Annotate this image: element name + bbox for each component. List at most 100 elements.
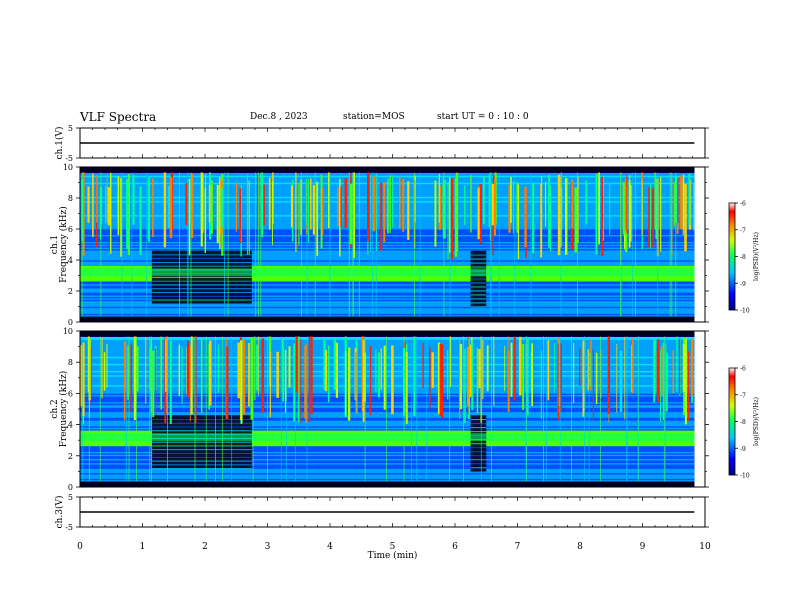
ch1-spectrogram-sferic-line: [531, 169, 532, 320]
ch1-spectrogram-sferic-line: [349, 169, 350, 320]
ch2-spectrogram-sferic: [685, 339, 687, 425]
ch2-spectrogram-sferic: [370, 346, 371, 415]
ch1-spectrogram-sferic: [541, 176, 542, 249]
ch1-spectrogram-sferic: [455, 178, 458, 257]
ch1-spectrogram-sferic: [470, 175, 471, 232]
ch2-spectrogram-y-tick-label: 0: [68, 483, 73, 492]
ch1-spectrogram-gap-line: [152, 292, 252, 293]
ch2-spectrogram-sferic-line: [449, 333, 450, 485]
ch2-spectrogram-sferic: [511, 343, 513, 397]
ch1-spectrogram-sferic: [133, 175, 135, 225]
ch1-spectrogram-sferic-line: [307, 169, 308, 320]
ch1-spectrogram-sferic: [532, 183, 534, 253]
ch2-spectrogram-sferic: [676, 335, 677, 392]
ch1-voltage-axis-label: ch.1(V): [54, 127, 65, 160]
ch2-spectrogram-y-tick-label: 10: [63, 327, 73, 336]
ch1-spectrogram-sferic: [217, 185, 219, 244]
ch1-spectrogram-sferic-line: [657, 169, 658, 320]
ch2-spectrogram-sferic: [226, 347, 228, 419]
ch1-spectrogram-sferic: [550, 186, 551, 251]
ch1-spectrogram-sferic: [660, 177, 661, 252]
ch1-spectrogram-top-cut: [80, 167, 694, 172]
ch1-spectrogram-sferic: [249, 181, 250, 255]
ch1-spectrogram-sferic: [263, 185, 265, 226]
ch1-spectrogram-sferic-line: [255, 169, 256, 320]
ch1-spectrogram-gap-line: [471, 263, 487, 264]
ch1-spectrogram-sferic-line: [359, 169, 360, 320]
x-tick-label: 10: [699, 542, 711, 552]
ch1-spectrogram-sferic-line: [620, 169, 621, 320]
ch1-spectrogram-sferic: [236, 183, 237, 232]
ch1-spectrogram-sferic: [219, 177, 221, 249]
x-axis-label: Time (min): [368, 550, 418, 561]
ch2-spectrogram-sferic: [632, 338, 633, 394]
ch2-spectrogram-sferic: [102, 338, 103, 398]
ch1-spectrogram-colorbar-tick-label: -10: [740, 308, 750, 315]
ch2-spectrogram-sferic-line: [149, 333, 150, 485]
ch2-spectrogram-sferic: [375, 349, 376, 392]
ch1-spectrogram-sferic-line: [146, 169, 147, 320]
ch2-spectrogram-sferic: [124, 341, 126, 420]
ch2-spectrogram-sferic: [422, 343, 423, 388]
ch1-spectrogram-sferic-line: [179, 169, 180, 320]
ch2-spectrogram-sferic: [541, 351, 542, 419]
ch1-spectrogram-axis-label: Frequency (kHz): [58, 206, 69, 283]
ch2-spectrogram-sferic: [201, 339, 203, 413]
ch1-spectrogram-sferic: [518, 185, 519, 260]
ch2-spectrogram-sferic-line: [589, 333, 590, 485]
ch2-spectrogram-sferic-line: [100, 333, 101, 485]
ch1-spectrogram-sferic: [652, 188, 654, 247]
ch2-spectrogram-sferic: [468, 336, 469, 415]
ch1-spectrogram-sferic: [126, 179, 128, 249]
ch1-spectrogram-sferic: [693, 183, 694, 230]
ch2-spectrogram-gap-line: [471, 427, 487, 428]
ch1-spectrogram-sferic: [571, 180, 573, 228]
ch1-spectrogram-sferic: [435, 181, 437, 247]
ch2-spectrogram-sferic-line: [286, 333, 287, 485]
ch1-spectrogram-sferic: [209, 185, 211, 222]
ch2-spectrogram-sferic-line: [404, 333, 405, 485]
ch1-spectrogram-sferic: [402, 179, 404, 232]
ch1-spectrogram-sferic-line: [258, 169, 259, 320]
ch1-spectrogram-sferic-line: [577, 169, 578, 320]
ch1-spectrogram-sferic: [448, 182, 449, 259]
ch1-spectrogram-sferic: [642, 181, 643, 236]
ch1-spectrogram-sferic: [239, 188, 241, 243]
ch2-spectrogram-gap-line: [471, 451, 487, 452]
ch2-spectrogram-sferic: [657, 339, 659, 401]
ch1-spectrogram-sferic: [575, 188, 578, 253]
ch2-spectrogram-sferic-line: [365, 333, 366, 485]
ch1-spectrogram-sferic-line: [228, 169, 229, 320]
ch2-spectrogram-sferic: [655, 352, 656, 395]
ch2-spectrogram-sferic: [579, 348, 580, 386]
ch1-spectrogram-sferic: [585, 181, 587, 225]
ch2-spectrogram-sferic: [441, 345, 443, 418]
ch2-spectrogram-colorbar-tick-label: -7: [740, 392, 746, 399]
ch2-spectrogram-sferic: [296, 336, 298, 393]
ch1-spectrogram-colorbar-tick-label: -7: [740, 227, 746, 234]
ch2-spectrogram-sferic: [691, 339, 693, 396]
ch2-spectrogram-gap-line: [152, 461, 252, 462]
ch2-spectrogram-sferic-line: [126, 333, 127, 485]
ch2-spectrogram-gap-line: [471, 443, 487, 444]
ch1-spectrogram-sferic-line: [260, 169, 261, 320]
ch1-spectrogram-sferic: [201, 172, 203, 247]
ch1-spectrogram-y-tick-label: 0: [68, 318, 73, 327]
ch1-spectrogram-sferic: [221, 188, 223, 227]
ch1-spectrogram-sferic-line: [671, 169, 672, 320]
ch2-spectrogram-sferic: [616, 344, 617, 413]
ch2-spectrogram-sferic: [145, 337, 146, 403]
ch1-spectrogram-sferic: [140, 186, 142, 255]
ch2-spectrogram-colorbar-label: log(PSD)(V²/Hz): [753, 397, 760, 446]
ch1-spectrogram-sferic: [478, 188, 480, 239]
ch2-spectrogram-sferic: [608, 336, 610, 414]
ch1-spectrogram-sferic: [480, 184, 482, 244]
ch2-spectrogram-sferic-line: [195, 333, 196, 485]
ch1-spectrogram-sferic: [350, 184, 353, 244]
ch2-spectrogram-sferic: [155, 348, 156, 415]
ch2-spectrogram-sferic: [666, 353, 668, 412]
ch2-spectrogram-gap-line: [152, 419, 252, 420]
ch2-spectrogram-sferic-line: [167, 333, 168, 485]
ch1-spectrogram-sferic: [367, 170, 370, 241]
ch2-spectrogram-gap-line: [152, 423, 252, 424]
